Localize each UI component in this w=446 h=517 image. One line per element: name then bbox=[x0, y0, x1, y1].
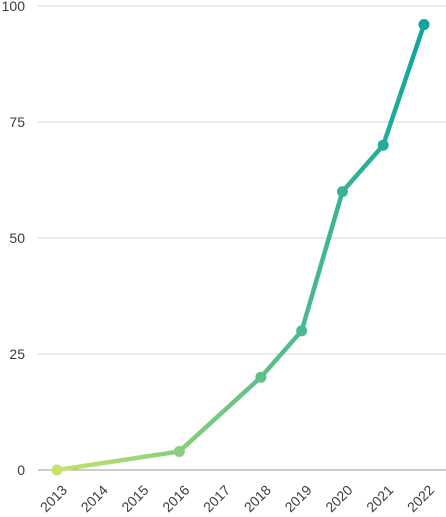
data-point-2022[interactable] bbox=[418, 19, 430, 31]
y-tick-label: 0 bbox=[17, 462, 25, 478]
x-tick-label: 2022 bbox=[404, 482, 437, 515]
x-tick-label: 2013 bbox=[37, 482, 70, 515]
data-point-2020[interactable] bbox=[336, 186, 348, 198]
x-tick-label: 2015 bbox=[118, 482, 151, 515]
x-tick-label: 2016 bbox=[159, 482, 192, 515]
grid-lines bbox=[38, 5, 446, 471]
y-axis-ticks: 0 25 50 75 100 bbox=[2, 0, 26, 478]
series-line-path bbox=[54, 22, 427, 473]
x-axis-ticks: 2013 2014 2015 2016 2017 2018 2019 2020 2021 2022 bbox=[37, 482, 437, 515]
data-point-2018[interactable] bbox=[255, 371, 267, 383]
x-tick-label: 2018 bbox=[241, 482, 274, 515]
y-tick-label: 100 bbox=[2, 0, 26, 14]
series-line bbox=[54, 22, 427, 473]
x-tick-label: 2020 bbox=[322, 482, 355, 515]
y-tick-label: 75 bbox=[9, 114, 25, 130]
data-point-2013[interactable] bbox=[51, 464, 63, 476]
data-point-2016[interactable] bbox=[173, 445, 185, 457]
x-tick-label: 2017 bbox=[200, 482, 233, 515]
x-tick-label: 2021 bbox=[363, 482, 396, 515]
x-tick-label: 2014 bbox=[78, 482, 111, 515]
data-point-2019[interactable] bbox=[296, 325, 308, 337]
y-tick-label: 50 bbox=[9, 230, 25, 246]
y-tick-label: 25 bbox=[9, 346, 25, 362]
series-points bbox=[51, 19, 430, 476]
data-point-2021[interactable] bbox=[377, 139, 389, 151]
x-tick-label: 2019 bbox=[281, 482, 314, 515]
